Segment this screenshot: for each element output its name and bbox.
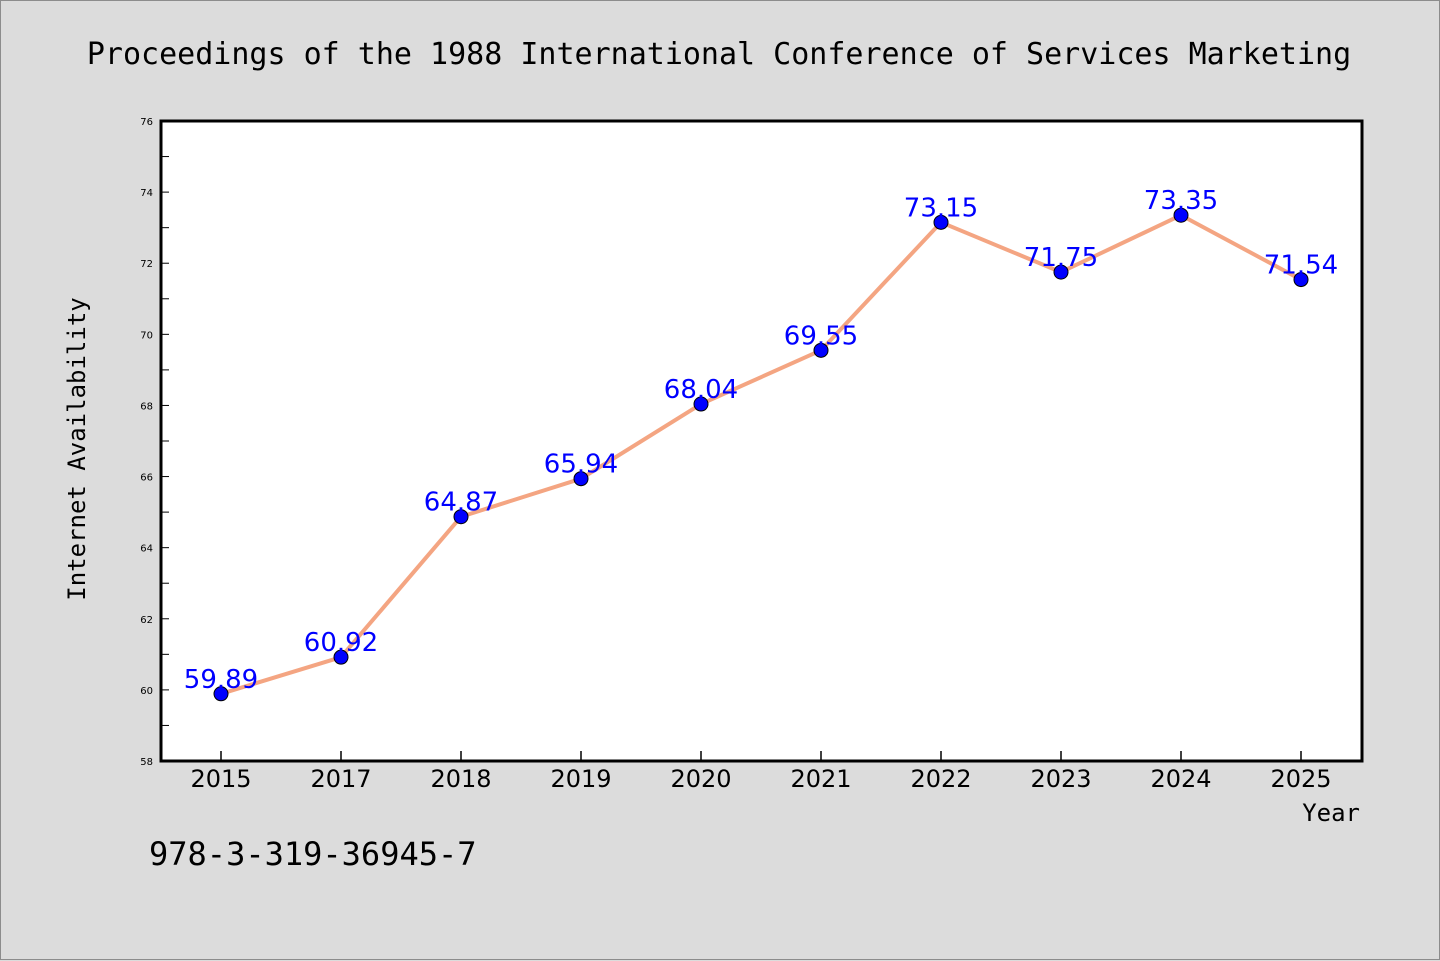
y-tick-label: 68 [140,401,153,412]
data-label: 59.89 [184,665,258,695]
x-tick-label: 2024 [1150,765,1211,793]
y-tick-label: 72 [140,259,153,270]
data-point [933,214,949,230]
data-point [1053,264,1069,280]
y-axis-label: Internet Availability [63,297,91,600]
x-tick-label: 2025 [1270,765,1331,793]
y-tick-label: 66 [140,473,153,484]
x-axis: 2015 2017 2018 2019 2020 2021 2022 2023 2024 2025 [190,751,1332,793]
y-axis: 58 60 62 64 66 68 70 72 74 76 [140,117,169,768]
x-tick-label: 2023 [1030,765,1091,793]
data-label: 69.55 [784,321,858,351]
y-tick-label: 70 [140,330,153,341]
chart-title: Proceedings of the 1988 International Co… [87,37,1351,72]
data-point [1173,207,1189,223]
y-tick-label: 62 [140,615,153,626]
data-point [693,396,709,412]
y-tick-label: 74 [140,188,153,199]
data-point [813,342,829,358]
data-label: 73.15 [904,193,978,223]
data-label: 68.04 [664,375,738,405]
data-label: 71.54 [1264,251,1338,281]
series-line [219,213,1303,696]
x-axis-label: Year [1302,799,1360,827]
y-tick-label: 76 [140,117,153,128]
data-point [573,471,589,487]
x-tick-label: 2015 [190,765,251,793]
data-label: 65.94 [544,450,618,480]
x-tick-label: 2022 [910,765,971,793]
data-point [1293,272,1309,288]
x-tick-label: 2019 [550,765,611,793]
y-tick-label: 64 [140,544,153,555]
data-label: 64.87 [424,488,498,518]
series-layer [213,207,1309,702]
x-tick-label: 2017 [310,765,371,793]
y-tick-label: 58 [140,757,153,768]
data-labels-layer: 59.89 60.92 64.87 65.94 68.04 69.55 73.15 71.75… [184,186,1338,695]
data-point [213,686,229,702]
x-tick-label: 2018 [430,765,491,793]
x-tick-label: 2020 [670,765,731,793]
data-point [453,509,469,525]
isbn-label: 978-3-319-36945-7 [149,835,477,873]
data-label: 73.35 [1144,186,1218,216]
data-label: 71.75 [1024,243,1098,273]
x-tick-label: 2021 [790,765,851,793]
data-point [333,649,349,665]
data-label: 60.92 [304,628,378,658]
plot-area [159,119,1364,763]
y-tick-label: 60 [140,686,153,697]
